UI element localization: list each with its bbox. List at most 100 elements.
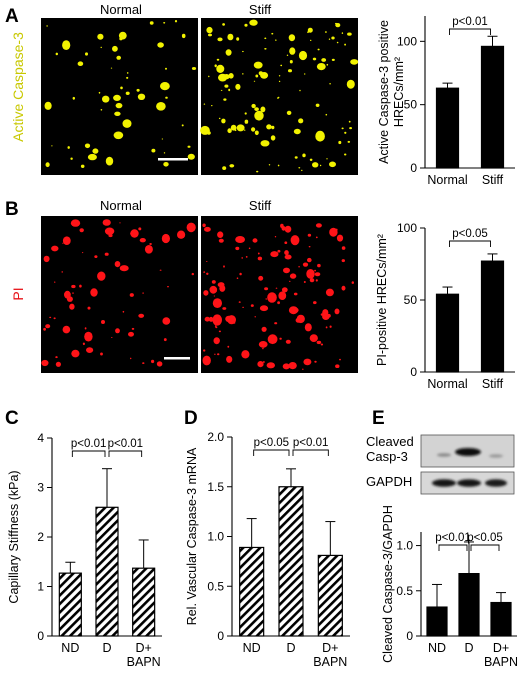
stained-cell — [282, 363, 290, 370]
stained-cell — [202, 223, 206, 228]
stained-cell — [204, 316, 210, 322]
stained-cell — [236, 277, 239, 280]
stained-cell — [335, 228, 338, 231]
stained-cell — [174, 20, 178, 23]
blot-band — [437, 453, 451, 457]
stained-cell — [227, 345, 230, 348]
stained-cell — [131, 327, 135, 330]
x-tick-label: D+ BAPN — [484, 641, 518, 669]
stained-cell — [258, 275, 264, 281]
stained-cell — [288, 69, 292, 73]
stained-cell — [161, 138, 164, 140]
stained-cell — [309, 158, 313, 161]
y-tick-label: 2 — [37, 530, 44, 544]
x-tick-label: D — [102, 641, 111, 655]
stained-cell — [220, 89, 223, 91]
y-tick-label: 0 — [37, 629, 44, 643]
stained-cell — [351, 281, 354, 284]
stained-cell — [186, 222, 196, 233]
stained-cell — [119, 265, 129, 272]
significance-bracket — [108, 450, 143, 457]
stained-cell — [262, 361, 265, 363]
stained-cell — [225, 315, 233, 323]
stained-cell — [43, 327, 46, 331]
stained-cell — [163, 163, 166, 165]
y-tick-label: 0.5 — [396, 584, 413, 598]
x-tick-label: Normal — [427, 377, 467, 391]
stained-cell — [298, 118, 304, 124]
stained-cell — [268, 164, 271, 166]
stained-cell — [211, 105, 213, 107]
stained-cell — [344, 131, 347, 134]
stained-cell — [144, 245, 153, 254]
stained-cell — [138, 227, 142, 231]
stained-cell — [130, 229, 139, 238]
stained-cell — [235, 83, 241, 90]
stained-cell — [244, 129, 246, 131]
stained-cell — [307, 31, 309, 34]
stained-cell — [329, 83, 331, 85]
y-axis-label: Active Caspase-3 positiveHRECs/mm² — [377, 20, 406, 164]
stained-cell — [122, 310, 125, 313]
stained-cell — [329, 325, 332, 328]
stained-cell — [315, 223, 322, 228]
stained-cell — [139, 238, 146, 243]
stained-cell — [207, 131, 211, 135]
stained-cell — [281, 287, 288, 293]
y-axis-label-line: PI-positive HRECs/mm² — [375, 234, 389, 366]
stained-cell — [274, 236, 277, 238]
stained-cell — [136, 88, 140, 92]
stained-cell — [310, 39, 312, 42]
stained-cell — [328, 38, 331, 40]
stained-cell — [278, 291, 287, 301]
stained-cell — [218, 73, 228, 82]
stained-cell — [41, 359, 49, 367]
bar — [132, 567, 156, 637]
stained-cell — [163, 22, 166, 24]
stained-cell — [181, 124, 184, 127]
stained-cell — [223, 265, 225, 268]
stained-cell — [98, 91, 101, 94]
stained-cell — [302, 153, 306, 158]
stained-cell — [100, 352, 103, 356]
stained-cell — [253, 61, 263, 69]
stained-cell — [114, 261, 121, 268]
stained-cell — [119, 37, 123, 41]
stained-cell — [64, 290, 71, 299]
stained-cell — [72, 96, 76, 100]
stained-cell — [336, 234, 344, 242]
x-tick-label: D+ BAPN — [127, 641, 161, 669]
stained-cell — [286, 110, 292, 115]
stained-cell — [128, 331, 134, 337]
stained-cell — [235, 236, 246, 243]
y-axis-label-line: Rel. Vascular Caspase-3 mRNA — [185, 447, 199, 625]
stained-cell — [350, 59, 359, 65]
stained-cell — [317, 48, 320, 51]
stained-cell — [62, 242, 64, 244]
stained-cell — [55, 361, 62, 367]
stained-cell — [315, 279, 318, 282]
stained-cell — [277, 249, 281, 253]
micrograph-b-normal — [41, 216, 198, 373]
y-tick-label: 3 — [37, 481, 44, 495]
stained-cell — [111, 337, 113, 338]
stained-cell — [90, 288, 98, 297]
stained-cell — [241, 350, 250, 359]
stained-cell — [69, 303, 75, 310]
stained-cell — [119, 222, 121, 224]
stained-cell — [187, 145, 191, 148]
stained-cell — [298, 265, 300, 268]
stained-cell — [238, 301, 241, 303]
stained-cell — [108, 233, 113, 238]
stained-cell — [253, 80, 256, 82]
stained-cell — [346, 79, 355, 89]
x-tick-label: Stiff — [482, 377, 504, 391]
significance-bracket — [449, 240, 491, 247]
y-tick-label: 1.0 — [207, 530, 224, 544]
stained-cell — [289, 273, 297, 279]
stained-cell — [277, 301, 280, 305]
stained-cell — [348, 120, 351, 123]
p-value-label: p<0.01 — [71, 438, 107, 450]
stained-cell — [307, 233, 312, 237]
stained-cell — [312, 162, 319, 168]
